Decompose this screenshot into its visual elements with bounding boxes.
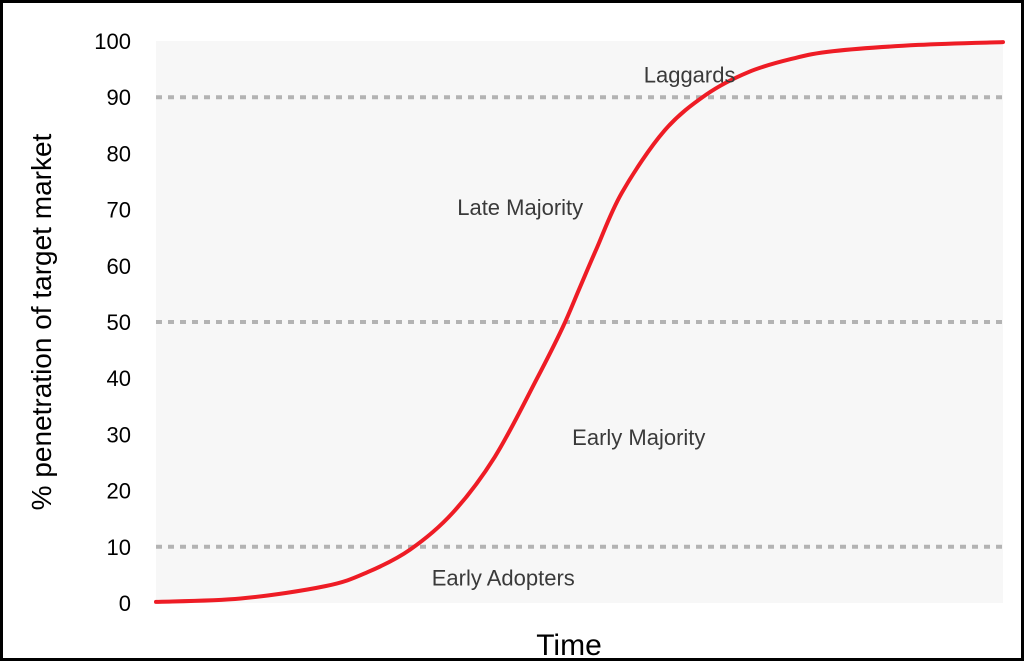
segment-label-late-majority: Late Majority [457, 195, 583, 220]
segment-label-early-adopters: Early Adopters [432, 566, 575, 591]
y-axis-title: % penetration of target market [26, 133, 57, 510]
y-tick-label: 20 [107, 479, 131, 504]
adoption-curve [154, 40, 1005, 604]
y-tick-label: 60 [107, 254, 131, 279]
y-tick-label: 10 [107, 535, 131, 560]
y-tick-label: 90 [107, 85, 131, 110]
segment-labels: Early Adopters Early Majority Late Majorit… [432, 63, 736, 591]
y-tick-label: 0 [119, 591, 131, 616]
threshold-lines [156, 95, 1003, 549]
y-tick-label: 100 [94, 29, 131, 54]
y-tick-label: 40 [107, 366, 131, 391]
y-tick-label: 30 [107, 422, 131, 447]
y-tick-label: 50 [107, 310, 131, 335]
segment-label-early-majority: Early Majority [572, 425, 705, 450]
segment-label-laggards: Laggards [644, 63, 736, 88]
y-axis-ticks: 0 10 20 30 40 50 60 70 80 90 100 [94, 29, 131, 616]
x-axis-title: Time [536, 629, 602, 658]
y-tick-label: 80 [107, 141, 131, 166]
y-tick-label: 70 [107, 198, 131, 223]
